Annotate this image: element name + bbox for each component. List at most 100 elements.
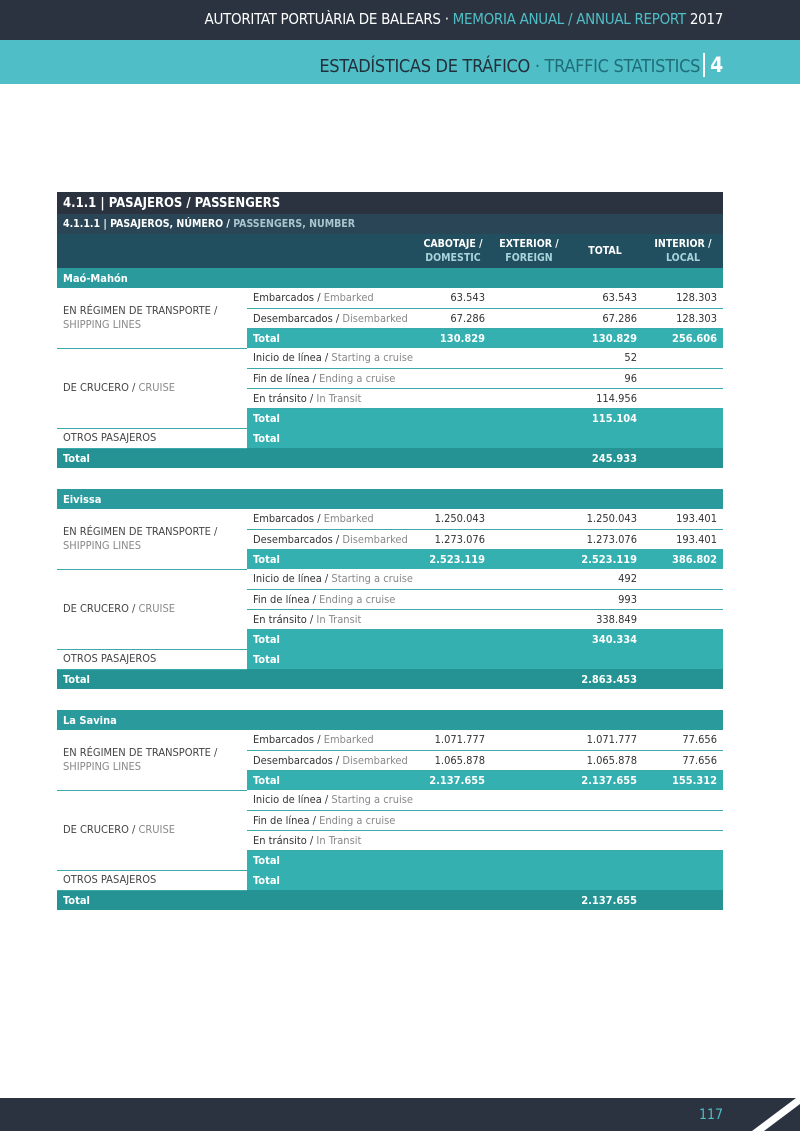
value-cell <box>643 589 724 610</box>
value-cell <box>415 408 491 428</box>
value-cell: 67.286 <box>415 308 491 329</box>
value-cell <box>415 790 491 811</box>
corner-stripe <box>752 1098 800 1131</box>
value-cell <box>415 569 491 590</box>
label-es: EN RÉGIMEN DE TRANSPORTE / <box>63 524 218 538</box>
column-header: TOTAL <box>567 234 643 268</box>
value-cell: 130.829 <box>567 328 643 348</box>
value-cell <box>643 408 724 428</box>
value-cell: 338.849 <box>567 609 643 630</box>
value-cell <box>491 890 567 910</box>
label-en: In Transit <box>316 391 362 405</box>
port-name: Eivissa <box>57 489 724 509</box>
label-es: DE CRUCERO / <box>63 381 139 394</box>
data-row: Fin de línea / Ending a cruise <box>57 810 724 831</box>
value-cell <box>643 810 724 831</box>
value-cell: 2.863.453 <box>567 669 643 689</box>
total-row: Total 130.829 130.829 256.606 <box>57 328 724 348</box>
value-cell <box>643 830 724 851</box>
value-cell: 130.829 <box>415 328 491 348</box>
label-es: Inicio de línea / <box>253 351 332 365</box>
total-row: Total 2.523.119 2.523.119 386.802 <box>57 549 724 569</box>
label-es: EN RÉGIMEN DE TRANSPORTE / <box>63 745 218 759</box>
value-cell <box>491 870 567 890</box>
value-cell <box>643 629 724 649</box>
data-row: DE CRUCERO / CRUISE Inicio de línea / Sta… <box>57 790 724 871</box>
value-cell <box>491 408 567 428</box>
value-cell <box>415 448 491 468</box>
value-cell <box>491 388 567 409</box>
data-row: EN RÉGIMEN DE TRANSPORTE / SHIPPING LINES… <box>57 288 724 349</box>
group-label-cruise: DE CRUCERO / CRUISE <box>57 569 247 650</box>
value-cell <box>491 509 567 530</box>
value-cell: 2.523.119 <box>415 549 491 569</box>
column-header: EXTERIOR / FOREIGN <box>491 234 567 268</box>
value-cell: 1.071.777 <box>415 730 491 751</box>
total-label: Total <box>247 870 415 890</box>
port-section-row: La Savina <box>57 710 724 730</box>
footer: 117 <box>0 1098 800 1131</box>
table-title: 4.1.1 | PASAJEROS / PASSENGERS <box>57 192 724 214</box>
total-label: Total <box>247 549 415 569</box>
other-row: OTROS PASAJEROS Total <box>57 870 724 891</box>
value-cell <box>567 810 643 831</box>
value-cell: 2.523.119 <box>567 549 643 569</box>
section-band: ESTADÍSTICAS DE TRÁFICO · TRAFFIC STATIS… <box>0 40 800 84</box>
value-cell: 128.303 <box>643 308 724 329</box>
value-cell <box>491 609 567 630</box>
value-cell <box>643 448 724 468</box>
data-row: En tránsito / In Transit <box>57 830 724 851</box>
group-label-shipping: EN RÉGIMEN DE TRANSPORTE / SHIPPING LINES <box>57 288 247 349</box>
total-row: Total 2.137.655 2.137.655 155.312 <box>57 770 724 790</box>
value-cell: 340.334 <box>567 629 643 649</box>
label-en: Embarked <box>323 291 374 305</box>
value-cell <box>491 830 567 851</box>
value-cell: 1.065.878 <box>567 750 643 771</box>
value-cell <box>491 368 567 389</box>
label-es: En tránsito / <box>253 391 317 405</box>
label-en: CRUISE <box>138 823 176 836</box>
value-cell <box>491 589 567 610</box>
label-en: SHIPPING LINES <box>63 317 142 331</box>
header-blank <box>57 234 415 268</box>
label-es: Inicio de línea / <box>253 572 332 586</box>
label-en: Starting a cruise <box>331 351 414 365</box>
row-label: Inicio de línea / Starting a cruise <box>247 569 415 590</box>
total-row: Total 115.104 <box>57 408 724 428</box>
total-label: Total <box>247 328 415 348</box>
group-label-shipping: EN RÉGIMEN DE TRANSPORTE / SHIPPING LINES <box>57 509 247 570</box>
value-cell <box>643 669 724 689</box>
data-row: Desembarcados / Disembarked 1.273.076 1.27… <box>57 529 724 550</box>
table-subtitle: 4.1.1.1 | PASAJEROS, NÚMERO / PASSENGERS… <box>57 214 724 234</box>
value-cell: 492 <box>567 569 643 590</box>
value-cell <box>643 348 724 369</box>
data-row: DE CRUCERO / CRUISE Inicio de línea / Sta… <box>57 569 724 650</box>
grand-total-row: Total 245.933 <box>57 448 724 468</box>
value-cell <box>643 368 724 389</box>
value-cell <box>643 428 724 448</box>
total-row: Total <box>57 850 724 870</box>
value-cell <box>491 730 567 751</box>
value-cell <box>491 288 567 309</box>
label-es: Desembarcados / <box>253 532 343 546</box>
data-row: EN RÉGIMEN DE TRANSPORTE / SHIPPING LINES… <box>57 509 724 570</box>
label-en: SHIPPING LINES <box>63 538 142 552</box>
port-section-row: Maó-Mahón <box>57 268 724 288</box>
value-cell <box>491 428 567 448</box>
label-es: En tránsito / <box>253 612 317 626</box>
section-title-en: TRAFFIC STATISTICS <box>544 56 701 77</box>
value-cell <box>491 529 567 550</box>
section-title-es: ESTADÍSTICAS DE TRÁFICO <box>319 56 531 77</box>
value-cell <box>415 669 491 689</box>
value-cell <box>491 308 567 329</box>
label-en: Embarked <box>323 512 374 526</box>
label-es: Embarcados / <box>253 291 324 305</box>
value-cell <box>567 830 643 851</box>
group-label-other: OTROS PASAJEROS <box>57 649 247 670</box>
value-cell <box>567 850 643 870</box>
grand-total-row: Total 2.137.655 <box>57 890 724 910</box>
label-en: Ending a cruise <box>319 813 396 827</box>
value-cell <box>643 790 724 811</box>
row-label: Inicio de línea / Starting a cruise <box>247 348 415 369</box>
value-cell <box>491 669 567 689</box>
